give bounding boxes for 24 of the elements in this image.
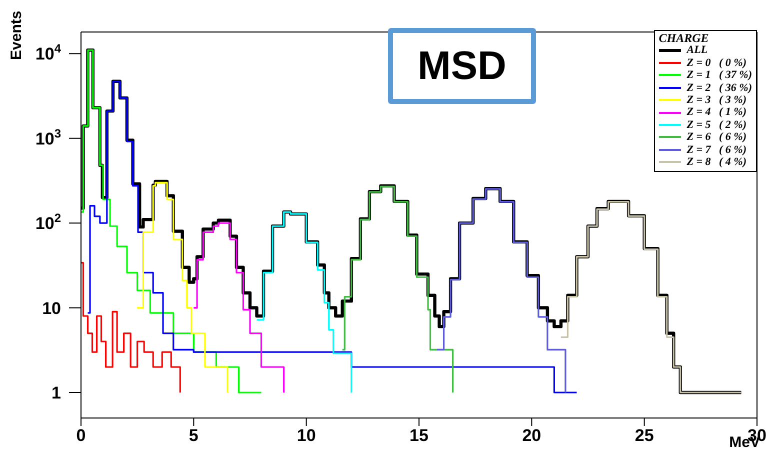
legend-label: Z = 6 ( 6 %)	[686, 131, 746, 144]
x-tick-label: 25	[634, 426, 654, 446]
x-tick-label: 5	[188, 426, 198, 446]
x-tick-label: 10	[296, 426, 316, 446]
x-tick-label: 15	[410, 426, 428, 446]
legend-label: Z = 3 ( 3 %)	[686, 94, 746, 106]
legend-label: Z = 2 ( 36 %)	[686, 82, 752, 94]
legend-label: Z = 7 ( 6 %)	[686, 144, 746, 156]
legend-label: ALL	[686, 44, 708, 57]
y-axis-title: Events	[8, 10, 25, 60]
y-tick-label: 1	[52, 383, 61, 402]
legend-label: Z = 0 ( 0 %)	[686, 56, 746, 70]
legend-label: Z = 5 ( 2 %)	[686, 118, 746, 132]
y-tick-label: 10$^{4}$	[35, 42, 62, 64]
x-tick-label: 0	[76, 426, 86, 446]
y-tick-label: 10$^{3}$	[35, 126, 62, 148]
y-tick-label: 10	[42, 298, 61, 318]
x-tick-label: 20	[522, 426, 542, 446]
annotation: MSD	[388, 28, 536, 104]
y-tick-label: 10$^{2}$	[35, 211, 62, 234]
legend-label: Z = 4 ( 1 %)	[686, 106, 746, 119]
legend-label: Z = 1 ( 37 %)	[686, 69, 752, 82]
legend-label: Z = 8 ( 4 %)	[686, 156, 746, 168]
legend-title: CHARGE	[658, 31, 710, 45]
